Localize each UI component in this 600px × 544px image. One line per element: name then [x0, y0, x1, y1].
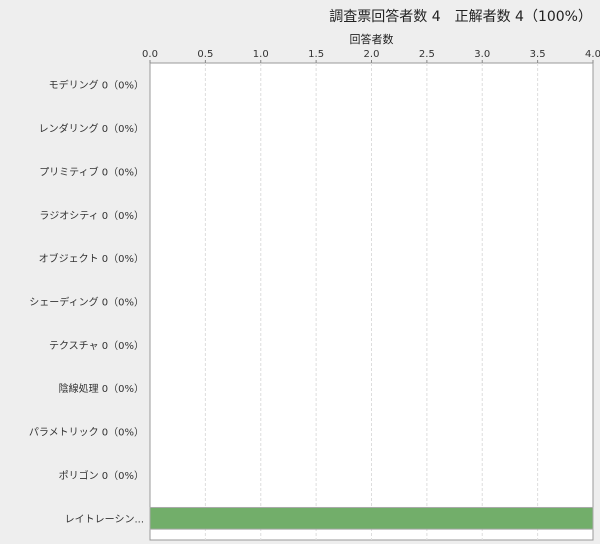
x-tick-label: 1.0	[253, 49, 269, 60]
x-tick-label: 0.5	[197, 49, 213, 60]
x-tick-label: 0.0	[142, 49, 158, 60]
category-label: パラメトリック 0（0%）	[29, 427, 144, 439]
x-tick-label: 4.0	[585, 49, 600, 60]
category-label: ポリゴン 0（0%）	[59, 469, 144, 482]
category-label: オブジェクト 0（0%）	[39, 252, 144, 265]
x-tick-label: 3.5	[530, 49, 546, 60]
x-tick-label: 3.0	[474, 49, 490, 60]
bar	[149, 506, 594, 530]
category-label: テクスチャ 0（0%）	[49, 340, 144, 352]
category-label: シェーディング 0（0%）	[29, 296, 144, 309]
x-tick-label: 2.5	[419, 49, 435, 60]
category-label: レンダリング 0（0%）	[39, 122, 144, 135]
category-label: 陰線処理 0（0%）	[59, 382, 144, 395]
category-label: レイトレーシン...	[65, 514, 144, 525]
x-axis-label: 回答者数	[349, 33, 394, 46]
category-label: ラジオシティ 0（0%）	[39, 210, 144, 222]
chart-title: 調査票回答者数 4 正解者数 4（100%）	[329, 9, 592, 25]
x-tick-label: 2.0	[364, 49, 380, 60]
category-label: プリミティブ 0（0%）	[39, 165, 144, 178]
x-tick-label: 1.5	[308, 49, 324, 60]
category-label: モデリング 0（0%）	[49, 79, 144, 92]
